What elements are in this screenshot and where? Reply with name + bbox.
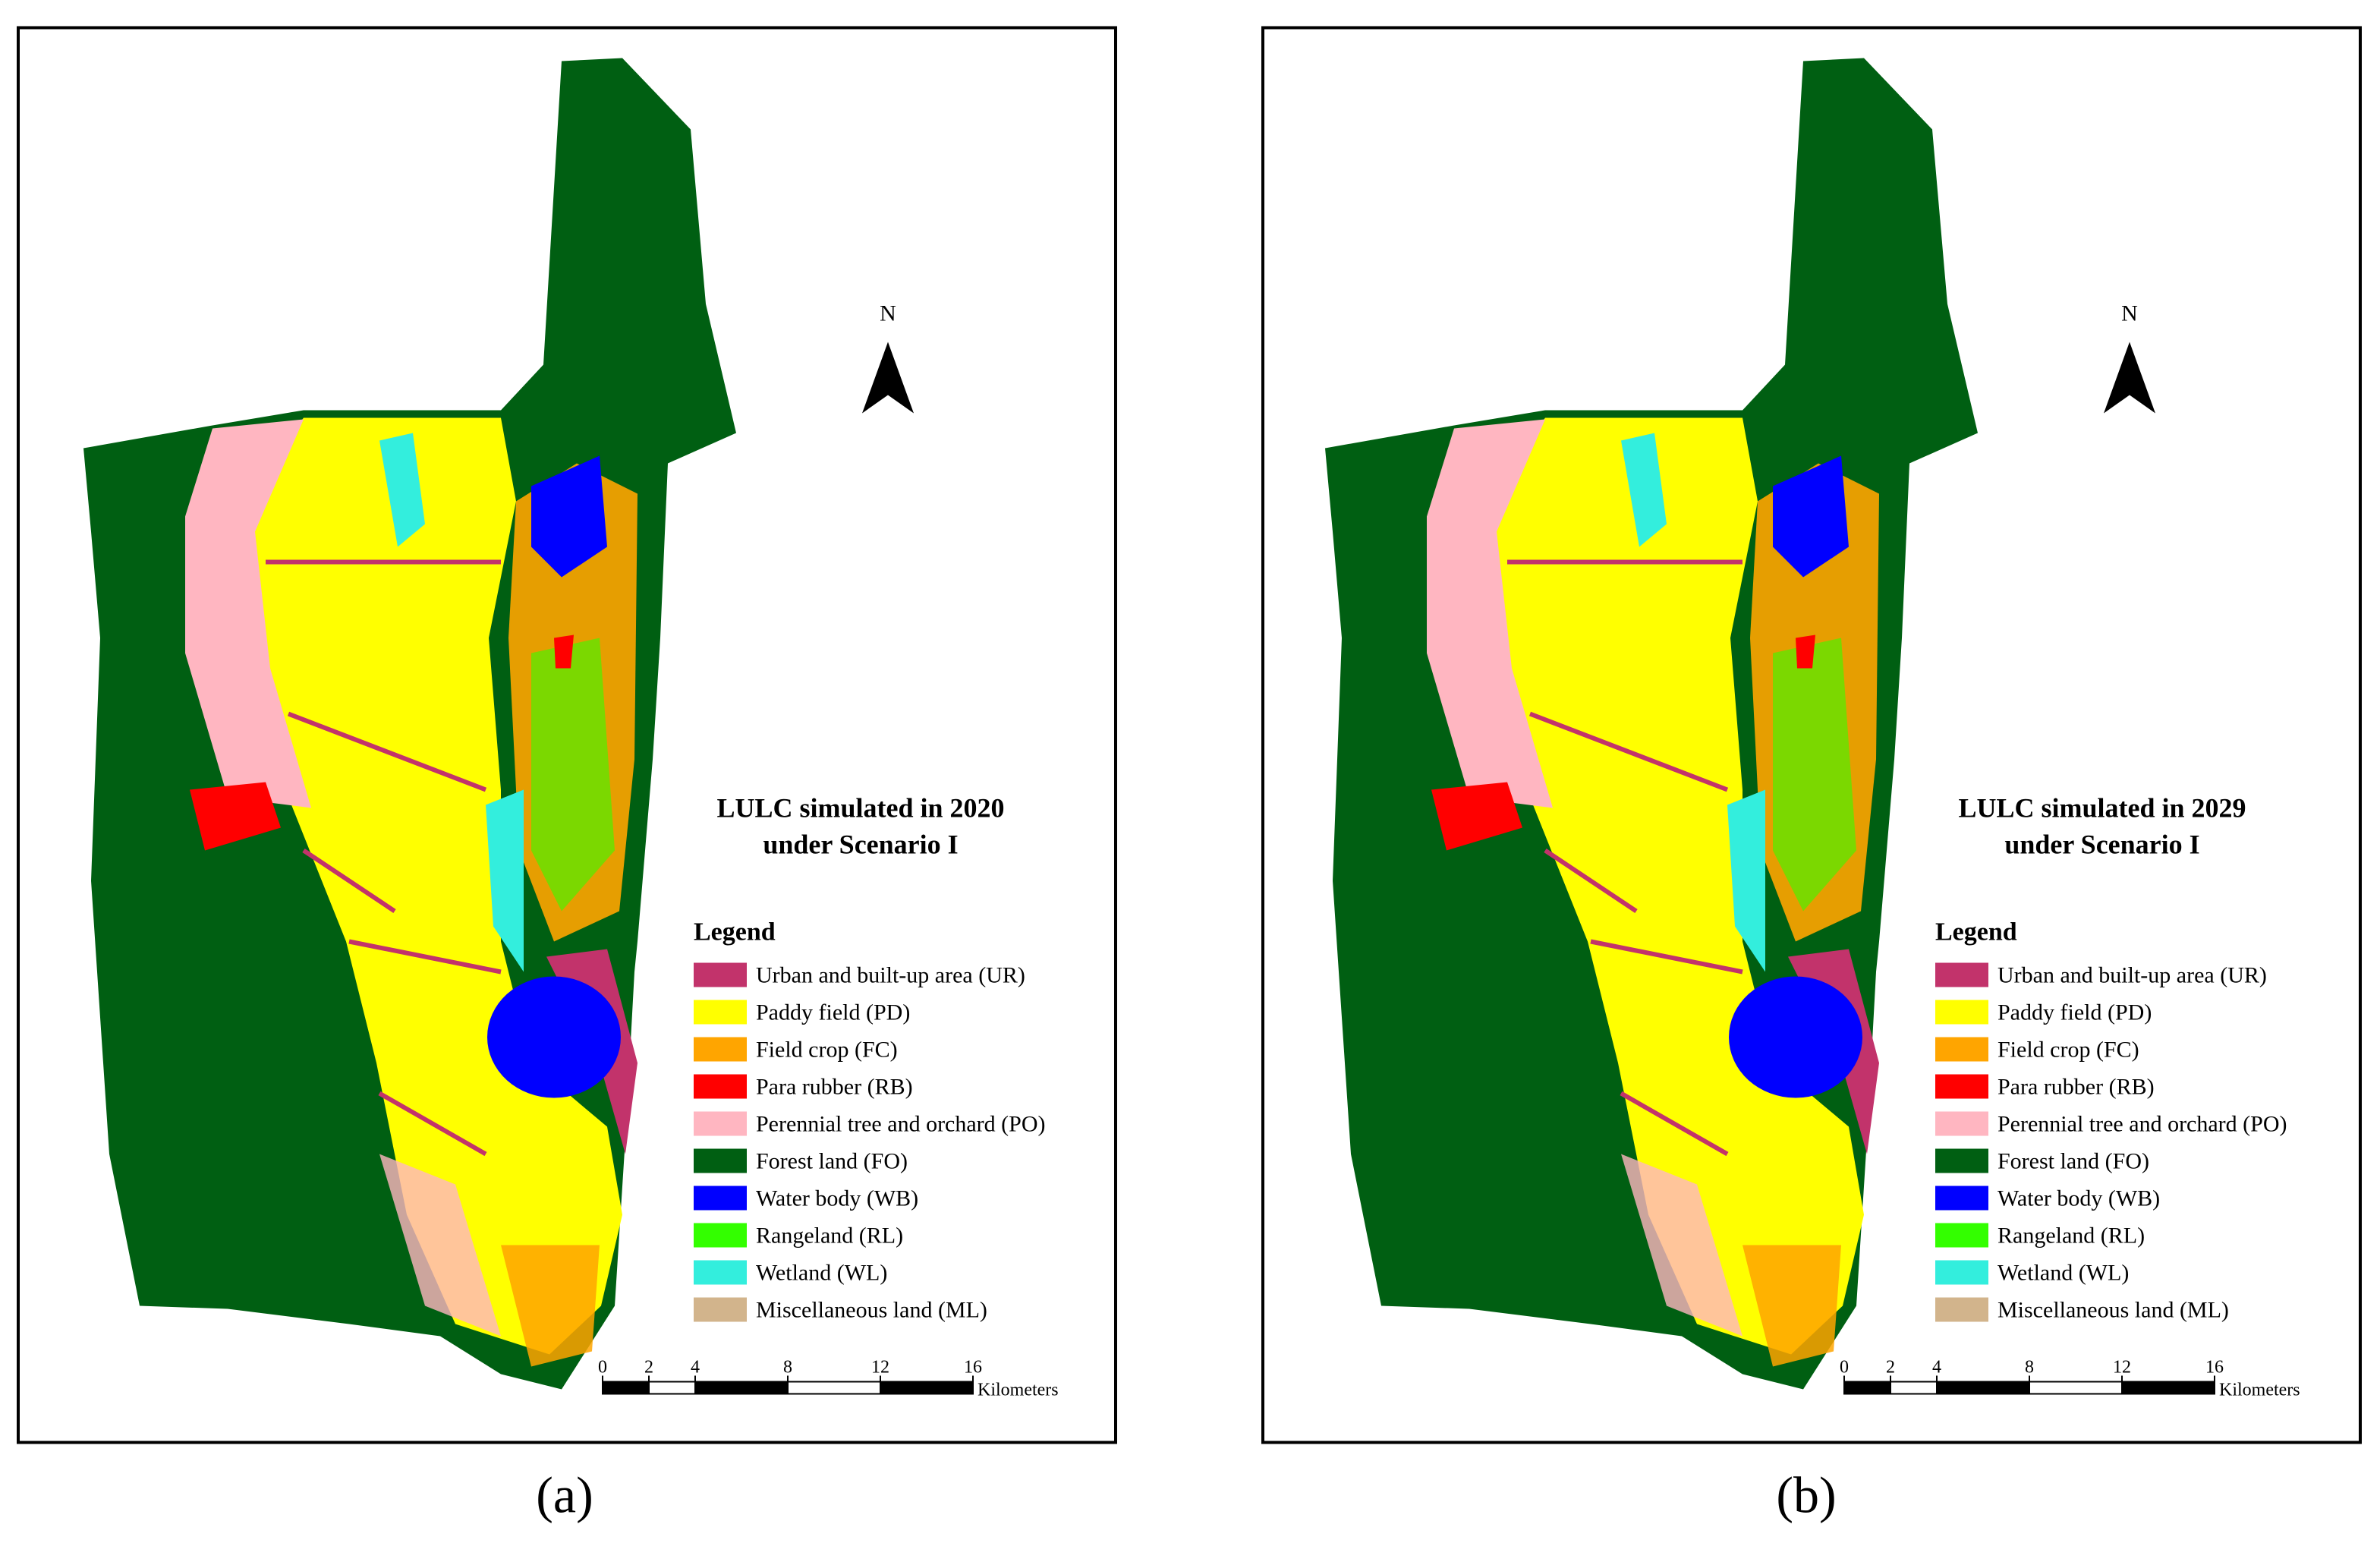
legend-swatch	[694, 1000, 747, 1025]
legend-swatch	[1935, 1037, 1988, 1062]
north-label: N	[880, 301, 896, 326]
scale-segment	[1890, 1381, 1938, 1395]
scale-segment	[1936, 1381, 2030, 1395]
scale-segment	[1843, 1381, 1891, 1395]
legend-label: Rangeland (RL)	[756, 1223, 903, 1249]
legend-swatch	[1935, 1297, 1988, 1322]
scale-label: 16	[964, 1358, 982, 1378]
scale-label: 2	[644, 1358, 653, 1378]
north-arrow	[2104, 342, 2155, 414]
legend-label: Urban and built-up area (UR)	[756, 963, 1025, 988]
legend-label: Para rubber (RB)	[756, 1075, 913, 1100]
legend-label: Water body (WB)	[1998, 1186, 2160, 1211]
legend-swatch	[1935, 1074, 1988, 1099]
legend-label: Wetland (WL)	[1998, 1261, 2129, 1286]
legend-label: Paddy field (PD)	[1998, 1000, 2152, 1025]
legend-swatch	[694, 962, 747, 987]
scale-label: 0	[598, 1358, 607, 1378]
legend-label: Perennial tree and orchard (PO)	[1998, 1112, 2287, 1137]
legend-label: Para rubber (RB)	[1998, 1075, 2155, 1100]
map-title: under Scenario I	[2004, 830, 2199, 860]
legend-label: Wetland (WL)	[756, 1261, 887, 1286]
scale-segment	[2029, 1381, 2123, 1395]
legend-label: Forest land (FO)	[1998, 1149, 2149, 1174]
legend-label: Miscellaneous land (ML)	[756, 1298, 987, 1323]
legend-title: Legend	[694, 918, 776, 946]
scale-segment	[2121, 1381, 2215, 1395]
scale-unit: Kilometers	[2219, 1381, 2300, 1400]
legend-label: Perennial tree and orchard (PO)	[756, 1112, 1046, 1137]
legend-label: Forest land (FO)	[756, 1149, 908, 1174]
scale-unit: Kilometers	[978, 1381, 1059, 1400]
legend-swatch	[1935, 962, 1988, 987]
panel-caption: (a)	[536, 1466, 593, 1524]
legend-swatch	[694, 1148, 747, 1173]
legend-swatch	[694, 1223, 747, 1248]
legend-title: Legend	[1935, 918, 2017, 946]
legend-swatch	[1935, 1148, 1988, 1173]
panel-caption: (b)	[1776, 1466, 1836, 1524]
scale-segment	[694, 1381, 789, 1395]
legend-swatch	[1935, 1223, 1988, 1248]
legend-swatch	[1935, 1186, 1988, 1211]
scale-label: 2	[1886, 1358, 1895, 1378]
legend-label: Rangeland (RL)	[1998, 1223, 2145, 1249]
legend-swatch	[694, 1186, 747, 1211]
legend-label: Field crop (FC)	[1998, 1038, 2139, 1063]
scale-label: 4	[1932, 1358, 1941, 1378]
map-title: under Scenario I	[763, 830, 958, 860]
scale-segment	[787, 1381, 881, 1395]
legend-swatch	[694, 1111, 747, 1136]
legend-label: Water body (WB)	[756, 1186, 918, 1211]
legend-label: Urban and built-up area (UR)	[1998, 963, 2267, 988]
legend-swatch	[694, 1074, 747, 1099]
scale-segment	[880, 1381, 974, 1395]
map-title: LULC simulated in 2020	[716, 793, 1004, 823]
scale-segment	[648, 1381, 696, 1395]
scale-label: 16	[2205, 1358, 2224, 1378]
legend-swatch	[694, 1297, 747, 1322]
legend-swatch	[694, 1037, 747, 1062]
scale-label: 4	[691, 1358, 700, 1378]
scale-label: 12	[871, 1358, 889, 1378]
legend-swatch	[1935, 1000, 1988, 1025]
legend-swatch	[1935, 1111, 1988, 1136]
legend-swatch	[694, 1260, 747, 1285]
scale-label: 0	[1840, 1358, 1849, 1378]
north-label: N	[2121, 301, 2138, 326]
scale-segment	[602, 1381, 650, 1395]
legend-swatch	[1935, 1260, 1988, 1285]
scale-label: 8	[2025, 1358, 2034, 1378]
north-arrow	[862, 342, 914, 414]
map-title: LULC simulated in 2029	[1958, 793, 2246, 823]
scale-label: 12	[2113, 1358, 2131, 1378]
legend-label: Paddy field (PD)	[756, 1000, 910, 1025]
legend-label: Field crop (FC)	[756, 1038, 898, 1063]
scale-label: 8	[783, 1358, 792, 1378]
legend-label: Miscellaneous land (ML)	[1998, 1298, 2229, 1323]
